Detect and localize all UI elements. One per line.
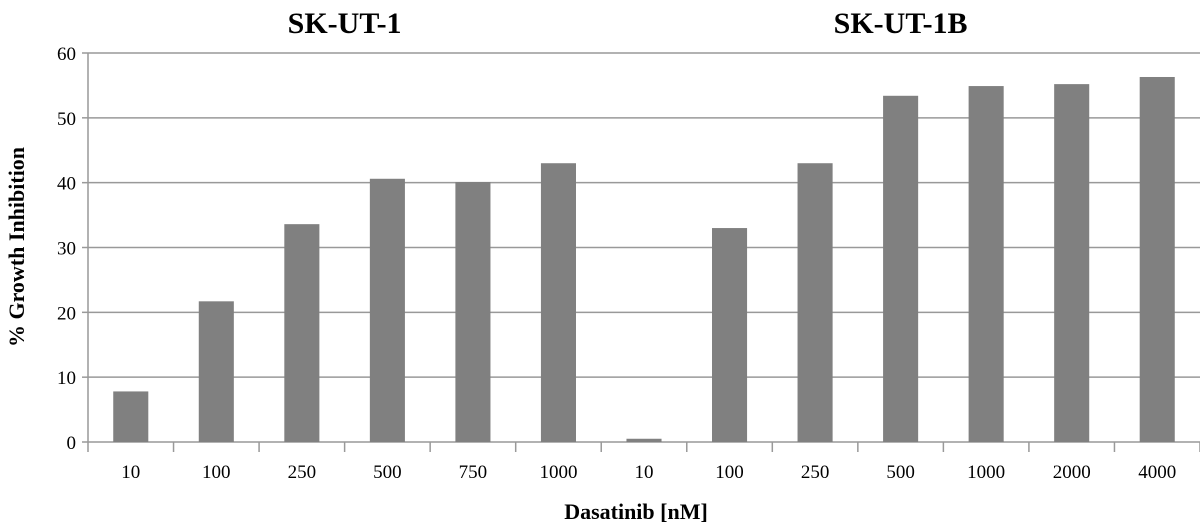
y-tick-label: 50 [57, 109, 76, 130]
x-tick-label: 250 [801, 462, 830, 483]
bar [968, 86, 1004, 442]
x-tick-label: 100 [202, 462, 231, 483]
x-axis-label: Dasatinib [nM] [564, 499, 708, 524]
y-tick-label: 60 [57, 44, 76, 65]
bar [797, 163, 833, 442]
y-tick-label: 20 [57, 303, 76, 324]
bar [455, 182, 491, 443]
x-tick-label: 500 [373, 462, 402, 483]
x-tick-label: 4000 [1138, 462, 1176, 483]
y-tick-label: 10 [57, 368, 76, 389]
bars [113, 76, 1175, 443]
x-tick-label: 100 [715, 462, 744, 483]
bar [626, 438, 662, 442]
bar [1054, 84, 1090, 443]
x-tick-label: 2000 [1053, 462, 1091, 483]
x-tick-label: 250 [288, 462, 317, 483]
bar [883, 95, 919, 442]
y-tick-label: 40 [57, 174, 76, 195]
y-tick-label: 30 [57, 239, 76, 260]
bar [113, 391, 149, 442]
y-axis-ticks: 0 10 20 30 40 50 60 [57, 44, 88, 454]
bar [369, 178, 405, 442]
x-tick-label: 10 [635, 462, 654, 483]
x-tick-label: 1000 [539, 462, 577, 483]
x-tick-label: 500 [886, 462, 915, 483]
x-tick-label: 10 [121, 462, 140, 483]
group-title: SK-UT-1 [288, 7, 402, 40]
y-tick-label: 0 [67, 433, 77, 454]
y-axis-label: % Growth Inhibition [4, 147, 29, 347]
bar [198, 301, 234, 442]
bar [712, 228, 748, 442]
gridlines [88, 52, 1200, 443]
group-title: SK-UT-1B [834, 7, 968, 40]
bar [1139, 76, 1175, 442]
x-tick-label: 750 [459, 462, 488, 483]
x-tick-label: 1000 [967, 462, 1005, 483]
group-titles: SK-UT-1 SK-UT-1B [288, 7, 968, 40]
bar [540, 163, 576, 442]
x-axis: 10 100 250 500 750 1000 10 100 250 500 1000 2000 400… [87, 53, 1200, 483]
bar [284, 224, 320, 442]
